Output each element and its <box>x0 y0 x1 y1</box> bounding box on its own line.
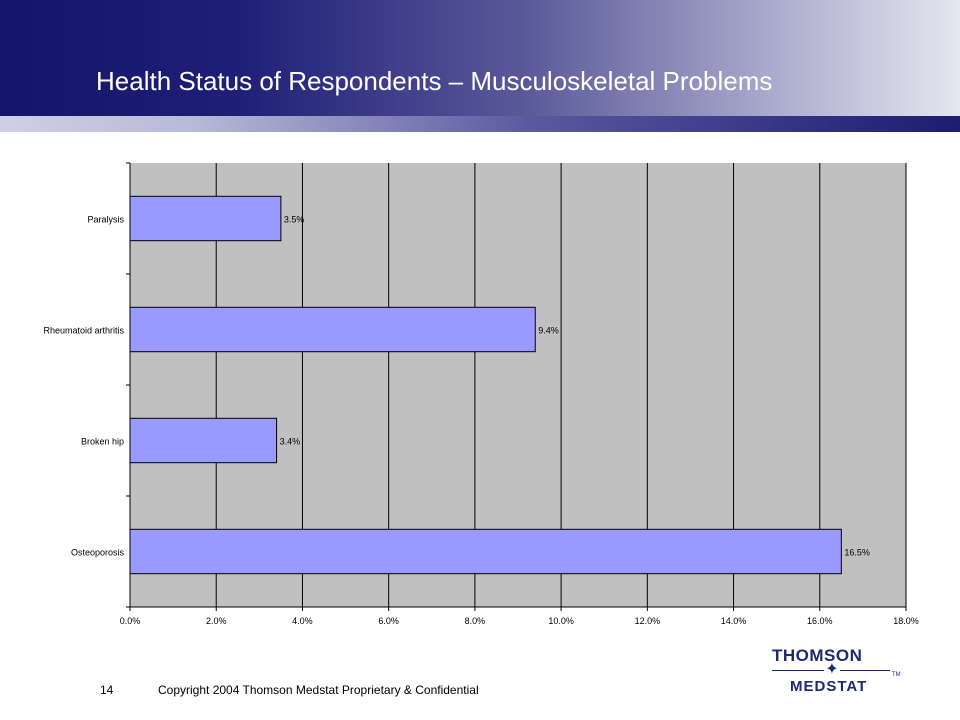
x-tick-label: 16.0% <box>807 616 833 626</box>
x-tick-label: 6.0% <box>378 616 399 626</box>
x-tick-label: 10.0% <box>548 616 574 626</box>
page-title: Health Status of Respondents – Musculosk… <box>96 66 773 96</box>
axes <box>126 162 907 611</box>
x-tick-label: 0.0% <box>120 616 141 626</box>
labels: 3.5% Paralysis 9.4% Rheumatoid arthritis 3.4… <box>43 215 918 627</box>
bar <box>129 306 536 353</box>
x-tick-label: 2.0% <box>206 616 227 626</box>
copyright-text: Copyright 2004 Thomson Medstat Proprieta… <box>158 683 479 697</box>
category-label: Rheumatoid arthritis <box>43 326 124 336</box>
x-tick-label: 18.0% <box>893 616 919 626</box>
logo-top-text: THOMSON <box>772 646 863 665</box>
bar <box>129 195 282 242</box>
data-label: 16.5% <box>844 548 870 558</box>
page-number: 14 <box>100 683 114 697</box>
x-tick-label: 8.0% <box>465 616 486 626</box>
logo-bottom-text: MEDSTAT <box>790 678 868 695</box>
data-label: 3.5% <box>284 215 305 225</box>
category-label: Paralysis <box>87 215 124 225</box>
header-rule <box>0 116 960 132</box>
x-tick-label: 12.0% <box>635 616 661 626</box>
category-label: Osteoporosis <box>71 548 125 558</box>
x-tick-label: 14.0% <box>721 616 747 626</box>
bar <box>129 417 278 464</box>
bar <box>129 528 842 575</box>
category-label: Broken hip <box>81 437 124 447</box>
header-band <box>0 0 960 116</box>
data-label: 9.4% <box>538 326 559 336</box>
data-label: 3.4% <box>280 437 301 447</box>
thomson-medstat-logo: THOMSON ✦ MEDSTAT TM <box>768 646 908 700</box>
star-icon: ✦ <box>824 661 840 679</box>
x-tick-label: 4.0% <box>292 616 313 626</box>
logo-trademark: TM <box>892 672 901 678</box>
